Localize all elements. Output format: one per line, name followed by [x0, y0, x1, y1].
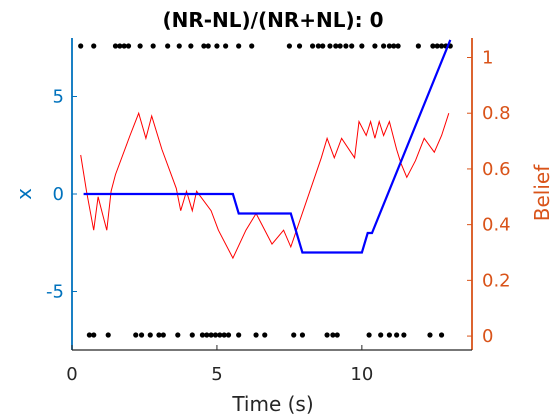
- click-marker-bottom: [225, 332, 232, 338]
- click-marker-bottom: [253, 332, 259, 338]
- right-tick-label: 0: [482, 326, 493, 347]
- left-tick-label: 0: [53, 184, 64, 205]
- right-tick-label: 1: [482, 48, 493, 69]
- x-series: [83, 39, 452, 254]
- click-marker-bottom: [204, 332, 210, 338]
- click-marker-top: [430, 43, 436, 49]
- click-marker-top: [315, 43, 321, 49]
- x-tick-label: 10: [350, 364, 373, 385]
- click-marker-bottom: [334, 332, 340, 338]
- click-marker-top: [438, 43, 445, 49]
- belief-series: [80, 111, 450, 260]
- click-marker-top: [327, 43, 333, 49]
- left-tick-label: 5: [53, 87, 64, 108]
- click-marker-top: [349, 43, 355, 49]
- click-marker-top: [309, 43, 316, 49]
- click-marker-top: [78, 43, 84, 49]
- chart-title: (NR-NL)/(NR+NL): 0: [162, 8, 383, 32]
- right-ticks: 0 0.2 0.4 0.6 0.8 1: [467, 48, 511, 347]
- click-marker-top: [249, 43, 255, 49]
- click-marker-top: [320, 43, 326, 49]
- click-marker-bottom: [386, 332, 392, 338]
- click-marker-top: [223, 43, 229, 49]
- x-tick-label: 0: [66, 364, 77, 385]
- click-marker-bottom: [189, 332, 195, 338]
- click-marker-bottom: [133, 332, 139, 338]
- click-marker-bottom: [147, 332, 153, 338]
- right-tick-label: 0.4: [482, 215, 511, 236]
- left-tick-label: -5: [46, 282, 64, 303]
- click-marker-top: [391, 43, 397, 49]
- click-marker-bottom: [156, 332, 162, 338]
- click-marker-bottom: [378, 332, 384, 338]
- click-marker-bottom: [366, 332, 372, 338]
- click-marker-top: [188, 43, 194, 49]
- click-marker-bottom: [324, 332, 330, 338]
- click-marker-top: [395, 43, 401, 49]
- click-marker-top: [415, 43, 421, 49]
- click-marker-top: [343, 43, 349, 49]
- click-marker-bottom: [91, 332, 97, 338]
- click-marker-top: [137, 43, 143, 49]
- click-marker-bottom: [217, 332, 223, 338]
- click-marker-top: [359, 43, 365, 49]
- x-ticks: 0 5 10: [66, 345, 373, 385]
- click-marker-top: [434, 43, 440, 49]
- click-marker-top: [176, 43, 182, 49]
- click-marker-top: [121, 43, 127, 49]
- x-line: [83, 39, 452, 254]
- x-tick-label: 5: [211, 364, 222, 385]
- click-marker-bottom: [221, 332, 227, 338]
- right-tick-label: 0.6: [482, 159, 511, 180]
- click-marker-bottom: [394, 332, 400, 338]
- click-marker-top: [150, 43, 156, 49]
- x-axis-label: Time (s): [231, 392, 313, 416]
- click-markers: [78, 43, 453, 338]
- click-marker-top: [112, 43, 119, 49]
- click-marker-bottom: [199, 332, 206, 338]
- click-marker-bottom: [160, 332, 166, 338]
- click-marker-bottom: [138, 332, 145, 338]
- click-marker-bottom: [208, 332, 214, 338]
- right-tick-label: 0.2: [482, 270, 511, 291]
- click-marker-top: [380, 43, 387, 49]
- left-y-axis-label: x: [12, 188, 36, 200]
- click-marker-top: [386, 43, 392, 49]
- click-marker-bottom: [262, 332, 268, 338]
- click-marker-bottom: [401, 332, 407, 338]
- click-marker-top: [125, 43, 132, 49]
- click-marker-top: [214, 43, 220, 49]
- click-marker-bottom: [438, 332, 445, 338]
- right-tick-label: 0.8: [482, 103, 511, 124]
- click-marker-bottom: [105, 332, 111, 338]
- click-marker-top: [91, 43, 97, 49]
- click-marker-bottom: [212, 332, 219, 338]
- click-marker-top: [117, 43, 123, 49]
- click-marker-top: [165, 43, 171, 49]
- click-marker-bottom: [291, 332, 297, 338]
- click-marker-bottom: [299, 332, 306, 338]
- left-ticks: -5 0 5: [46, 87, 77, 303]
- click-marker-top: [286, 43, 292, 49]
- click-marker-bottom: [86, 332, 92, 338]
- click-marker-top: [296, 43, 303, 49]
- belief-line: [80, 111, 450, 260]
- click-marker-top: [236, 43, 242, 49]
- click-marker-top: [333, 43, 339, 49]
- click-marker-bottom: [175, 332, 181, 338]
- click-marker-top: [337, 43, 343, 49]
- click-marker-top: [372, 43, 378, 49]
- click-marker-top: [205, 43, 211, 49]
- right-y-axis-label: Belief: [530, 164, 554, 221]
- click-marker-top: [201, 43, 207, 49]
- click-marker-bottom: [236, 332, 242, 338]
- click-marker-bottom: [427, 332, 433, 338]
- click-marker-bottom: [330, 332, 336, 338]
